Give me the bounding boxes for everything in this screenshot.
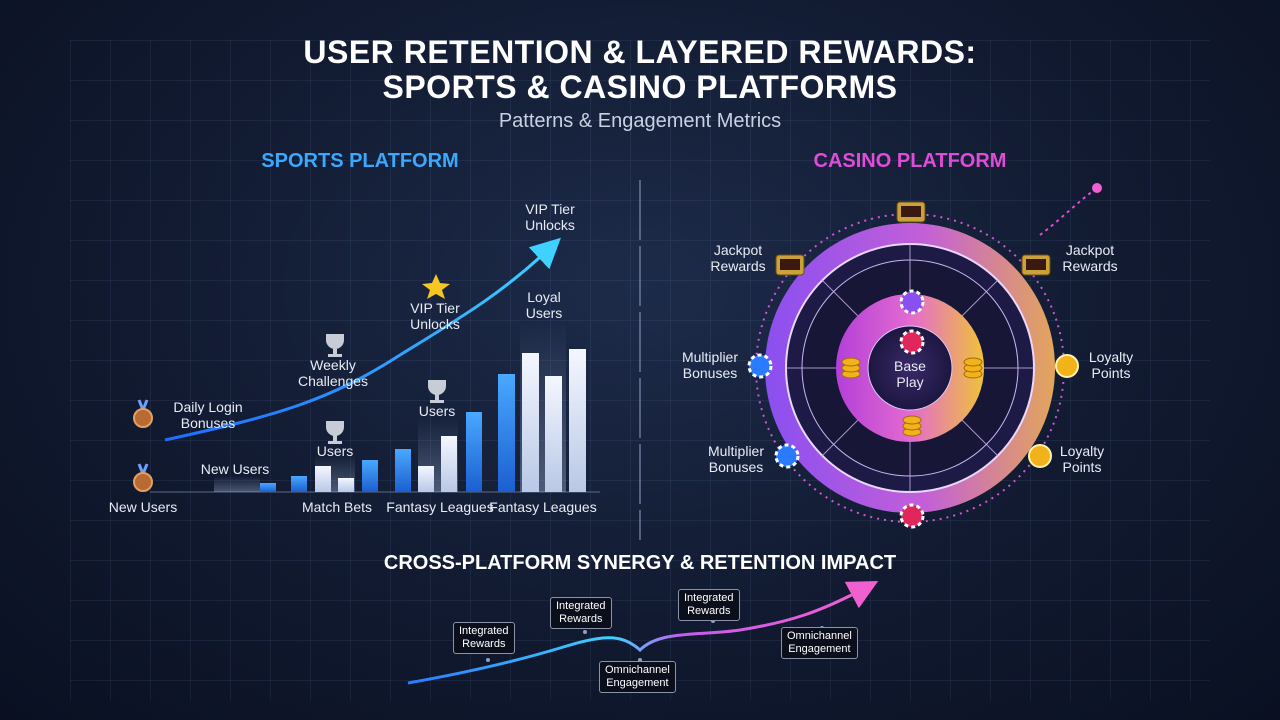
slot-machine-icon	[775, 254, 805, 276]
label-vip-tier-mid: VIP Tier Unlocks	[410, 300, 460, 332]
bar	[498, 374, 515, 492]
label-vip-tier-top: VIP Tier Unlocks	[525, 201, 575, 233]
growth-curve	[164, 237, 561, 442]
title-line-2: SPORTS & CASINO PLATFORMS	[382, 69, 898, 105]
label-users-mid: Users	[418, 403, 456, 419]
medal-icon	[133, 399, 153, 428]
label-match-bets: Match Bets	[301, 499, 373, 515]
poker-chip-icon	[899, 329, 925, 355]
bar	[362, 460, 378, 492]
label-fantasy-leagues-2: Fantasy Leagues	[489, 499, 597, 515]
subtitle: Patterns & Engagement Metrics	[498, 110, 782, 132]
poker-chip-icon	[774, 443, 800, 469]
title-line-1: USER RETENTION & LAYERED REWARDS:	[303, 34, 977, 70]
medal-icon	[133, 463, 153, 492]
label-new-users-axis: New Users	[200, 461, 270, 477]
label-multiplier-bonuses-upper: Multiplier Bonuses	[681, 349, 738, 381]
loyalty-coin-icon	[1028, 444, 1052, 468]
label-weekly-challenges: Weekly Challenges	[297, 357, 369, 389]
poker-chip-icon	[747, 353, 773, 379]
slot-machine-icon	[1021, 254, 1051, 276]
label-jackpot-rewards-right: Jackpot Rewards	[1062, 242, 1118, 274]
bar	[441, 436, 457, 492]
slot-machine-icon	[896, 201, 926, 223]
star-icon	[422, 274, 450, 299]
bar	[466, 412, 482, 492]
synergy-curve	[407, 580, 879, 685]
synergy-box-omnichannel-engagement-2: Omnichannel Engagement	[781, 627, 858, 659]
label-loyal-users: Loyal Users	[525, 289, 563, 321]
bar	[545, 376, 562, 492]
label-daily-login-bonuses: Daily Login Bonuses	[173, 399, 243, 431]
synergy-box-integrated-rewards-3: Integrated Rewards	[678, 589, 740, 621]
sports-bars	[260, 349, 586, 492]
loyalty-coin-icon	[1055, 354, 1079, 378]
coin-stack-icon	[963, 357, 983, 379]
synergy-box-omnichannel-engagement-1: Omnichannel Engagement	[599, 661, 676, 693]
casino-platform-heading: CASINO PLATFORM	[813, 150, 1007, 172]
coin-stack-icon	[841, 357, 861, 379]
bar	[418, 466, 434, 492]
label-base-play: Base Play	[894, 358, 926, 390]
label-loyalty-points-lower: Loyalty Points	[1059, 443, 1105, 475]
label-multiplier-bonuses-lower: Multiplier Bonuses	[707, 443, 764, 475]
label-fantasy-leagues-1: Fantasy Leagues	[386, 499, 494, 515]
poker-chip-icon	[899, 503, 925, 529]
bar	[315, 466, 331, 492]
label-new-users: New Users	[108, 499, 178, 515]
bar	[260, 483, 276, 492]
sports-platform-heading: SPORTS PLATFORM	[261, 150, 459, 172]
bar	[338, 478, 354, 492]
synergy-box-integrated-rewards-2: Integrated Rewards	[550, 597, 612, 629]
bar	[522, 353, 539, 492]
poker-chip-icon	[899, 289, 925, 315]
trophy-icon	[326, 334, 344, 357]
bar	[395, 449, 411, 492]
trophy-icon	[326, 421, 344, 444]
bar	[291, 476, 307, 492]
trophy-icon	[428, 380, 446, 403]
label-users-low: Users	[316, 443, 354, 459]
synergy-box-integrated-rewards-1: Integrated Rewards	[453, 622, 515, 654]
label-loyalty-points-upper: Loyalty Points	[1088, 349, 1134, 381]
label-jackpot-rewards-left: Jackpot Rewards	[710, 242, 766, 274]
bar	[569, 349, 586, 492]
coin-stack-icon	[902, 415, 922, 437]
synergy-heading: CROSS-PLATFORM SYNERGY & RETENTION IMPAC…	[383, 552, 897, 574]
